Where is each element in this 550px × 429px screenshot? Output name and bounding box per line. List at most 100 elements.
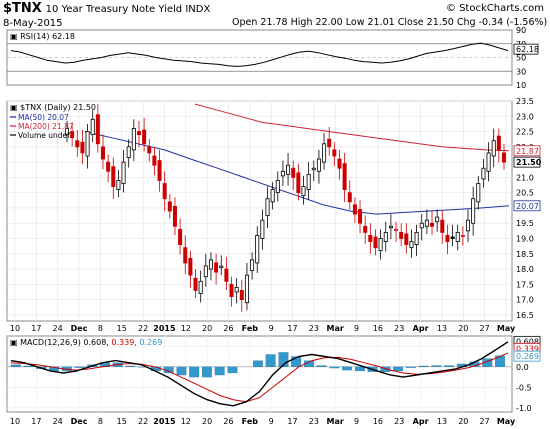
candle-body — [409, 241, 414, 249]
macd-histogram-bar — [495, 355, 505, 367]
candle-body — [306, 173, 311, 191]
macd-x-tick-label: 13 — [437, 417, 447, 426]
macd-x-tick-label: 15 — [117, 417, 127, 426]
chg-label: Chg — [456, 17, 476, 28]
macd-x-tick-label: Dec — [71, 417, 88, 426]
macd-x-tick-label: 12 — [181, 417, 191, 426]
candle-body — [75, 140, 80, 148]
candle-body — [85, 131, 90, 157]
price-title: ▣ $TNX (Daily) 21.50 — [10, 103, 96, 112]
candle-body — [399, 231, 404, 239]
candle-body — [224, 268, 229, 282]
candle-body — [198, 280, 203, 294]
symbol: $TNX — [3, 1, 42, 16]
macd-histogram-bar — [252, 360, 263, 367]
price-tick-label: 22.5 — [516, 128, 534, 137]
candle-body — [100, 146, 105, 160]
macd-x-tick-label: 22 — [138, 417, 148, 426]
candle-body — [162, 183, 167, 200]
high-label: High — [290, 17, 313, 28]
candle-body — [136, 131, 141, 136]
price-x-tick-label: 20 — [202, 324, 212, 333]
candle-body — [394, 228, 399, 231]
macd-x-tick-label: 24 — [53, 417, 63, 426]
macd-histogram-bar — [316, 365, 327, 367]
macd-x-tick-label: 10 — [10, 417, 20, 426]
candle-body — [486, 152, 491, 172]
candle-body — [440, 219, 445, 233]
macd-value-label: 0.269 — [516, 352, 539, 361]
macd-histogram-bar — [393, 366, 404, 372]
price-tick-label: 20.5 — [516, 189, 534, 198]
price-x-tick-label: 15 — [117, 324, 127, 333]
price-x-tick-label: 10 — [10, 324, 20, 333]
candle-body — [301, 186, 306, 197]
rsi-tick-label: 10 — [516, 81, 526, 90]
macd-value-label: 0.608 — [516, 337, 539, 346]
candle-body — [322, 143, 327, 163]
candle-body — [193, 277, 198, 291]
macd-tick-label: -0.5 — [516, 383, 532, 392]
macd-x-tick-label: 17 — [287, 417, 297, 426]
price-x-tick-label: Dec — [71, 324, 88, 333]
price-tick-label: 16.5 — [516, 311, 534, 320]
macd-x-tick-label: 27 — [480, 417, 490, 426]
macd-x-tick-label: Mar — [327, 417, 344, 426]
macd-x-tick-label: May — [497, 417, 516, 426]
macd-histogram-bar — [125, 365, 136, 367]
price-tick-label: 21.0 — [516, 173, 534, 182]
candle-body — [445, 235, 450, 242]
legend-label: MA(200) 21.87 — [18, 122, 74, 131]
candle-body — [208, 259, 213, 270]
candle-body — [121, 161, 126, 184]
candle-body — [229, 283, 234, 297]
candle-body — [424, 219, 429, 227]
rsi-title: ▣ RSI(14) 62.18 — [10, 32, 75, 41]
macd-x-tick-label: 9 — [354, 417, 359, 426]
candle-body — [368, 235, 373, 242]
candle-body — [280, 170, 285, 177]
macd-histogram-bar — [227, 366, 238, 374]
macd-histogram-bar — [214, 366, 225, 376]
macd-line — [10, 341, 509, 407]
candle-body — [496, 135, 501, 151]
price-x-tick-label: 22 — [138, 324, 148, 333]
macd-histogram-bar — [418, 365, 429, 367]
macd-x-tick-label: 16 — [373, 417, 383, 426]
candle-body — [172, 206, 177, 227]
candle-body — [430, 222, 435, 227]
candle-body — [275, 180, 280, 194]
candle-body — [347, 192, 352, 203]
macd-histogram-bar — [342, 366, 353, 371]
price-x-tick-label: 2015 — [153, 324, 176, 333]
price-x-tick-label: 13 — [437, 324, 447, 333]
price-x-tick-label: Mar — [327, 324, 344, 333]
price-tick-label: 18.5 — [516, 250, 534, 259]
symbol-name: 10 Year Treasury Note Yield INDX — [45, 4, 211, 15]
low-value: 21.01 — [367, 17, 395, 28]
macd-histogram-bar — [176, 366, 187, 376]
candle-body — [214, 262, 219, 273]
macd-tick-label: 0.0 — [516, 363, 529, 372]
candle-body — [234, 286, 239, 293]
candle-body — [265, 198, 270, 216]
macd-title-part: 0.269 — [139, 338, 162, 347]
candle-body — [471, 198, 476, 224]
ma50-value-label-box — [513, 200, 541, 212]
price-x-tick-label: 9 — [269, 324, 274, 333]
price-tick-label: 19.0 — [516, 235, 534, 244]
macd-histogram-bar — [405, 366, 416, 368]
open-label: Open — [232, 17, 258, 28]
macd-x-tick-label: Feb — [242, 417, 259, 426]
ma50-value-label: 20.07 — [516, 202, 539, 211]
low-label: Low — [345, 17, 365, 28]
candle-body — [65, 128, 70, 136]
rsi-current-label: 62.18 — [516, 45, 539, 54]
macd-histogram-bar — [278, 352, 289, 367]
candle-body — [106, 161, 111, 172]
price-x-tick-label: 26 — [223, 324, 233, 333]
candle-body — [178, 228, 183, 246]
macd-histogram-bar — [329, 366, 340, 369]
candle-body — [316, 158, 321, 172]
